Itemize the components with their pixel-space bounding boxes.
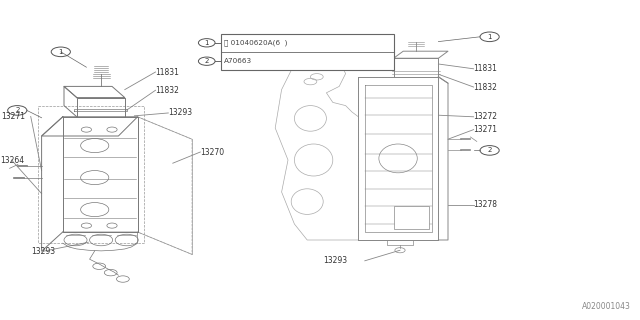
Text: 13293: 13293 xyxy=(323,256,348,265)
Text: 13270: 13270 xyxy=(200,148,225,156)
Text: 13271: 13271 xyxy=(474,125,498,134)
Text: 11832: 11832 xyxy=(474,83,497,92)
Text: 2: 2 xyxy=(205,58,209,64)
Text: 13293: 13293 xyxy=(168,108,193,117)
Text: A020001043: A020001043 xyxy=(582,302,630,311)
Text: 13264: 13264 xyxy=(0,156,24,164)
Text: 13293: 13293 xyxy=(31,247,55,256)
Text: A70663: A70663 xyxy=(224,58,252,64)
FancyBboxPatch shape xyxy=(221,34,394,70)
FancyBboxPatch shape xyxy=(394,206,429,229)
Text: 13278: 13278 xyxy=(474,200,498,209)
Text: Ⓑ 01040620A(6  ): Ⓑ 01040620A(6 ) xyxy=(224,39,287,46)
Text: 11832: 11832 xyxy=(156,86,179,95)
Text: 2: 2 xyxy=(15,108,19,113)
Text: 1: 1 xyxy=(204,40,209,46)
Text: 13272: 13272 xyxy=(474,112,498,121)
Text: 11831: 11831 xyxy=(156,68,179,76)
Text: 1: 1 xyxy=(487,34,492,40)
Text: 11831: 11831 xyxy=(474,64,497,73)
Text: 1: 1 xyxy=(58,49,63,55)
Text: 2: 2 xyxy=(488,148,492,153)
Text: 13271: 13271 xyxy=(1,112,26,121)
